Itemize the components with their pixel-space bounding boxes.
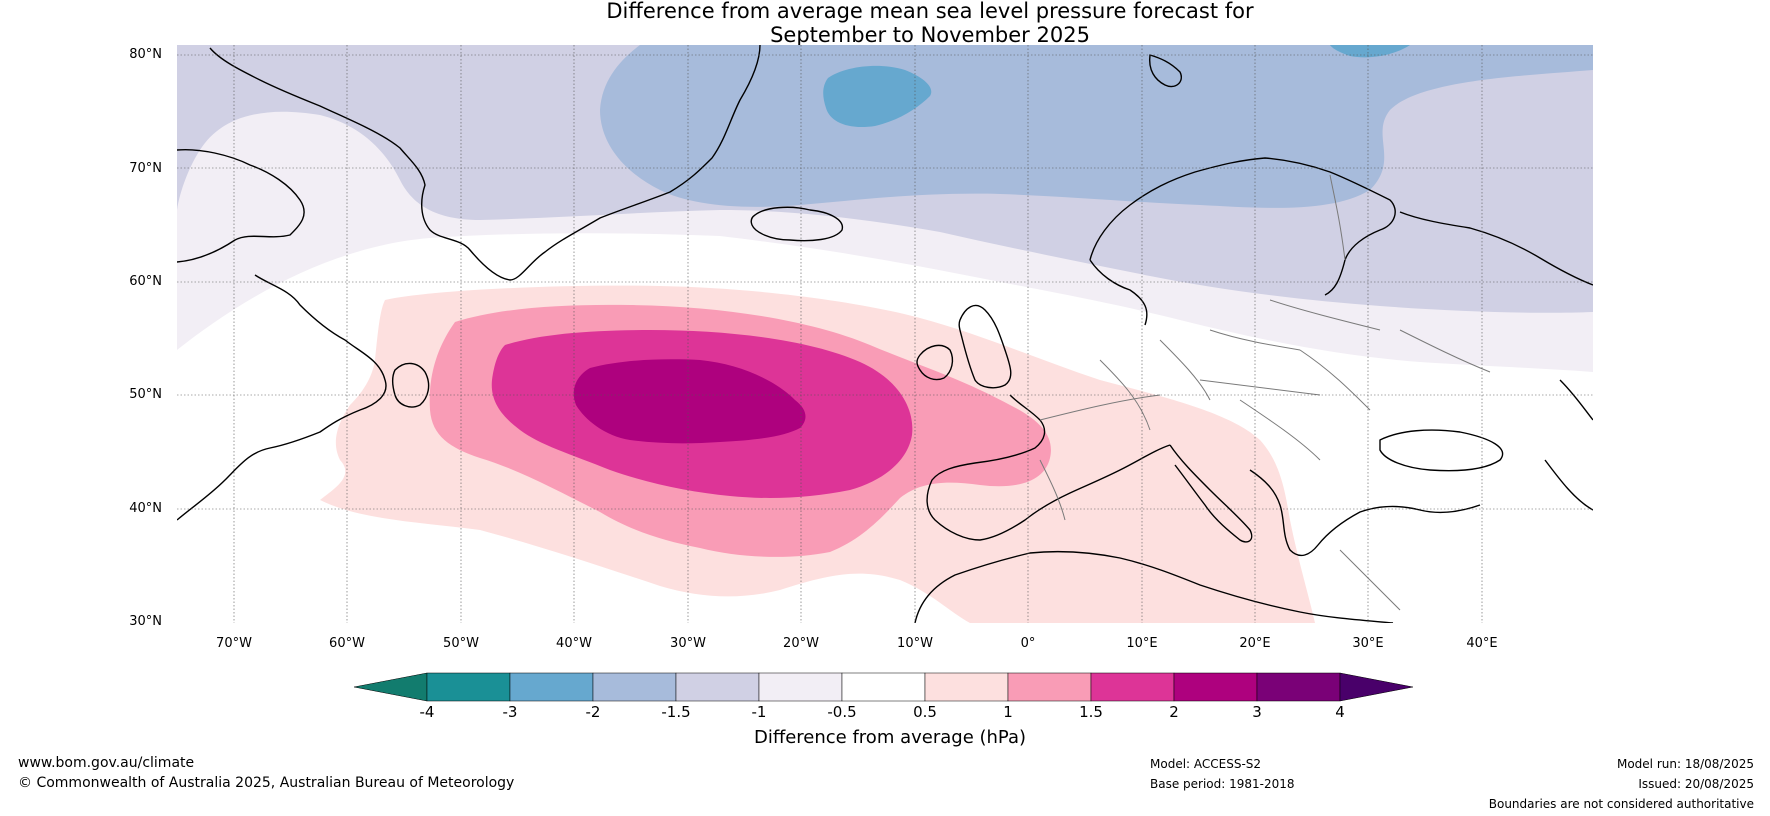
colorbar-tick: 1.5 — [1079, 703, 1103, 721]
footer-disclaimer: Boundaries are not considered authoritat… — [1488, 797, 1754, 811]
coast-balkans — [1249, 469, 1481, 557]
colorbar-over-arrow — [1339, 672, 1414, 702]
footer-base-period: Base period: 1981-2018 — [1150, 777, 1295, 791]
coast-greenland — [209, 45, 761, 281]
colorbar-segment — [924, 672, 1009, 702]
lat-label-60n: 60°N — [129, 274, 162, 289]
country-borders — [1039, 174, 1491, 611]
colorbar-tick: -0.5 — [827, 703, 857, 721]
coast-italy — [1169, 444, 1253, 543]
anomaly-contours — [177, 45, 1593, 623]
colorbar-segment — [1090, 672, 1175, 702]
coast-newfoundland — [392, 362, 430, 408]
coast-scandinavia — [1089, 157, 1593, 326]
coast-arctic-canada — [177, 148, 305, 263]
colorbar-segment — [758, 672, 843, 702]
contour-neg-2-top — [1330, 45, 1410, 58]
graticule — [177, 45, 1593, 623]
lat-label-70n: 70°N — [129, 161, 162, 176]
lon-label-40e: 40°E — [1466, 636, 1498, 651]
colorbar-segment — [841, 672, 926, 702]
colorbar-segment — [509, 672, 594, 702]
coast-ireland — [916, 344, 954, 381]
contour-neg-2 — [823, 65, 932, 128]
colorbar-segment — [592, 672, 677, 702]
lon-label-20w: 20°W — [783, 636, 819, 651]
footer-copyright: © Commonwealth of Australia 2025, Austra… — [18, 775, 515, 791]
footer-model-run: Model run: 18/08/2025 — [1616, 757, 1754, 771]
colorbar-tick: 1 — [1003, 703, 1013, 721]
lat-label-50n: 50°N — [129, 387, 162, 402]
colorbar-tick: -4 — [419, 703, 435, 721]
lon-label-30w: 30°W — [670, 636, 706, 651]
coast-iceland — [750, 206, 844, 242]
colorbar-tick: -1 — [751, 703, 767, 721]
lon-label-30e: 30°E — [1352, 636, 1384, 651]
title-line-1: Difference from average mean sea level p… — [606, 0, 1254, 23]
colorbar-segment — [1173, 672, 1258, 702]
lon-label-10w: 10°W — [897, 636, 933, 651]
lon-label-10e: 10°E — [1126, 636, 1158, 651]
lon-label-70w: 70°W — [216, 636, 252, 651]
coast-north-africa — [914, 550, 1394, 623]
coast-svalbard — [1148, 54, 1182, 88]
coast-labrador — [177, 274, 387, 521]
colorbar-tick: 2 — [1169, 703, 1179, 721]
colorbar-segment — [1256, 672, 1341, 702]
colorbar — [353, 672, 1414, 702]
colorbar-tick: -2 — [585, 703, 601, 721]
contour-pos-2 — [573, 359, 806, 444]
lat-label-80n: 80°N — [129, 47, 162, 62]
colorbar-segment — [1007, 672, 1092, 702]
footer-model: Model: ACCESS-S2 — [1150, 757, 1262, 771]
map-title: Difference from average mean sea level p… — [400, 0, 1460, 47]
coast-black-sea — [1379, 429, 1504, 472]
coast-east — [1544, 379, 1593, 511]
colorbar-under-arrow — [353, 672, 428, 702]
lon-label-60w: 60°W — [329, 636, 365, 651]
coast-western-europe — [926, 394, 1171, 541]
lon-label-50w: 50°W — [443, 636, 479, 651]
borders-europe — [1039, 174, 1491, 611]
colorbar-tick: -3 — [502, 703, 518, 721]
lon-label-20e: 20°E — [1239, 636, 1271, 651]
colorbar-label: Difference from average (hPa) — [753, 727, 1027, 748]
lon-label-0: 0° — [1020, 636, 1036, 651]
colorbar-segment — [426, 672, 511, 702]
title-line-2: September to November 2025 — [770, 23, 1090, 47]
coastlines — [177, 45, 1593, 623]
colorbar-tick: 3 — [1252, 703, 1262, 721]
colorbar-segment — [675, 672, 760, 702]
footer-issued: Issued: 20/08/2025 — [1638, 777, 1754, 791]
colorbar-tick: 4 — [1335, 703, 1345, 721]
coast-britain — [958, 304, 1012, 389]
colorbar-tick: 0.5 — [913, 703, 937, 721]
lat-label-40n: 40°N — [129, 501, 162, 516]
colorbar-tick: -1.5 — [661, 703, 691, 721]
footer-website: www.bom.gov.au/climate — [18, 755, 195, 771]
lat-label-30n: 30°N — [129, 614, 162, 629]
lon-label-40w: 40°W — [556, 636, 592, 651]
